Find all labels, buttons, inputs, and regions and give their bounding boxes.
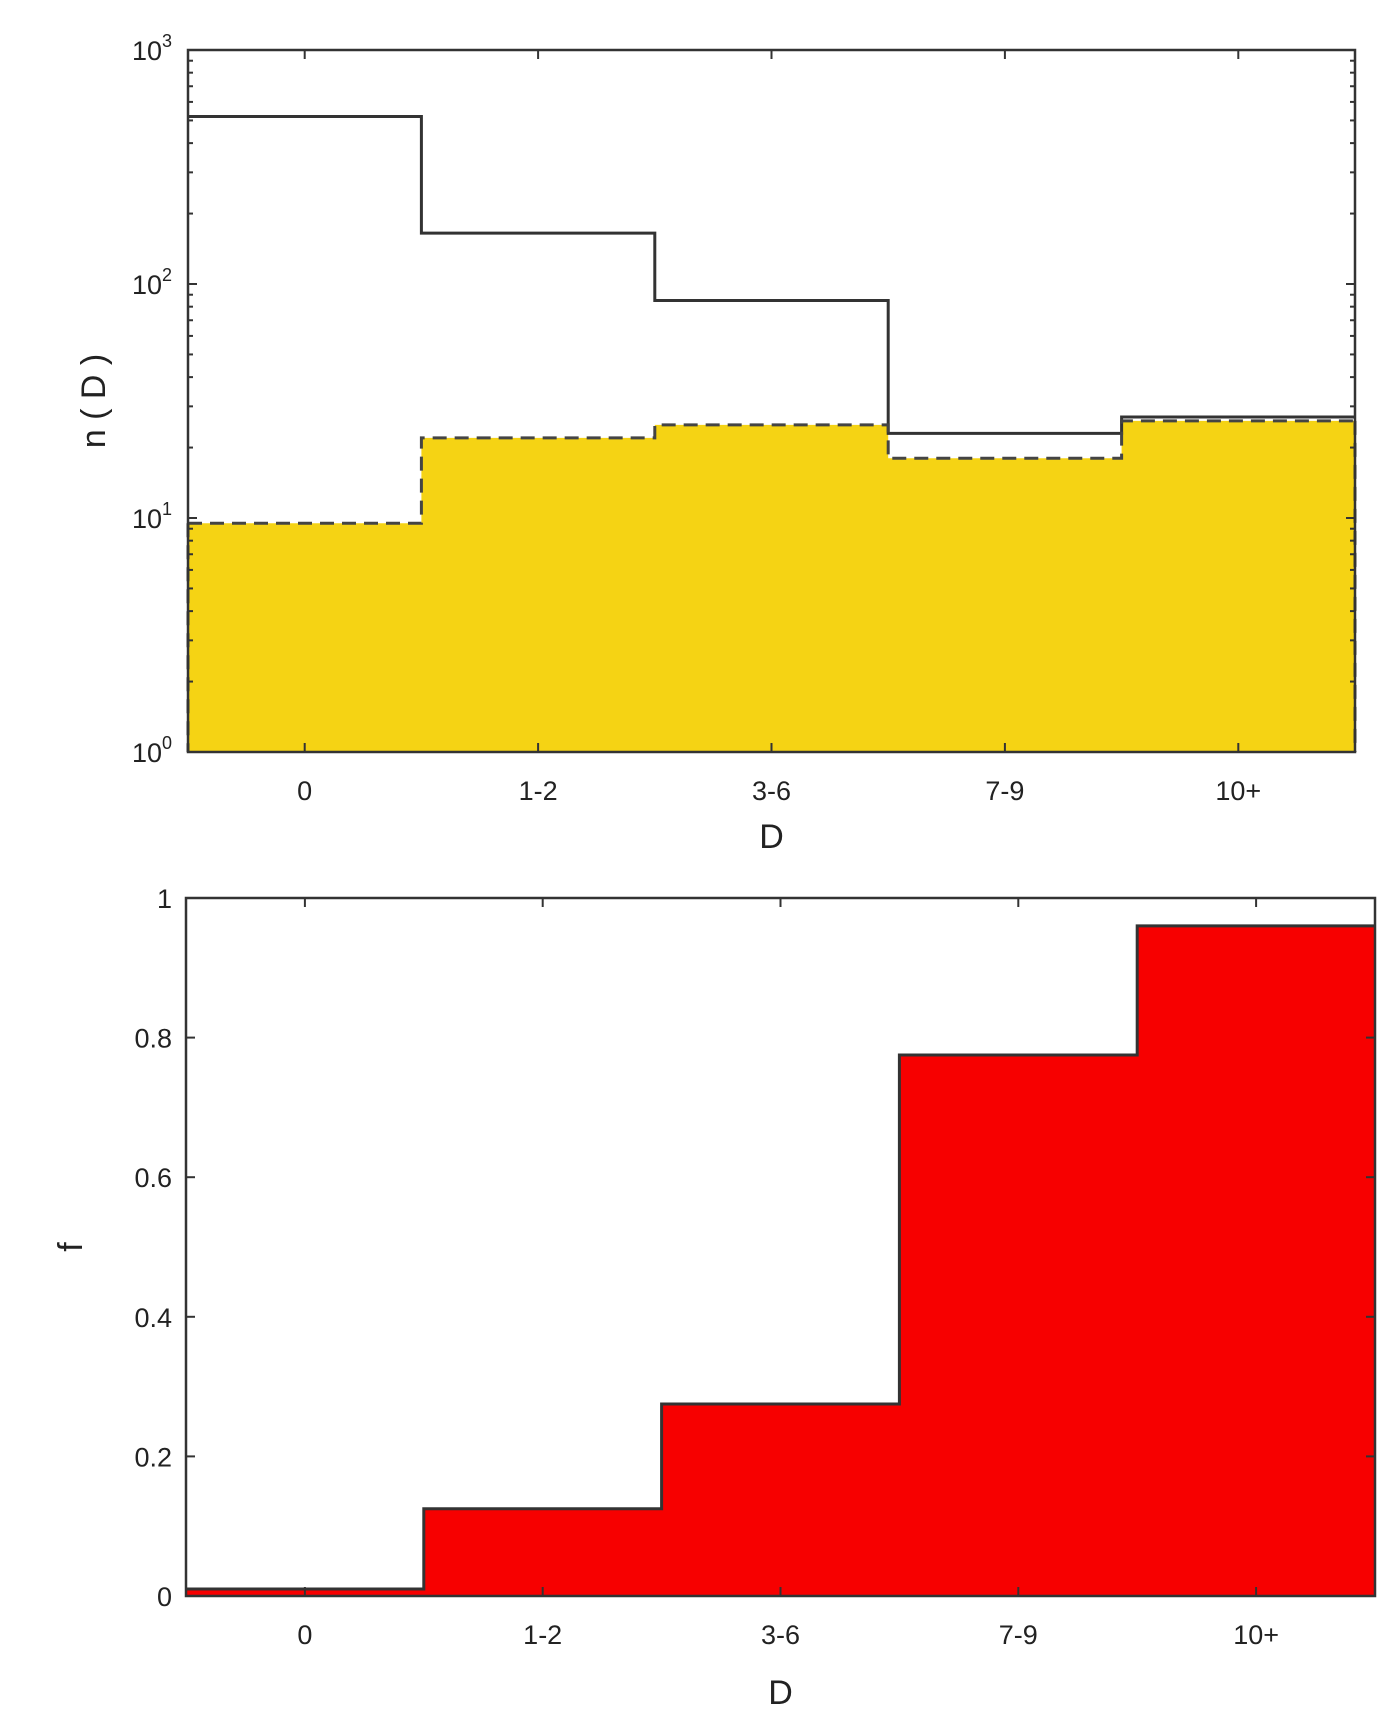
y-axis-label: f bbox=[52, 1242, 90, 1252]
y-tick-label: 1 bbox=[157, 884, 172, 914]
y-tick-label-exponent: 2 bbox=[162, 265, 172, 285]
y-tick-label: 100 bbox=[132, 733, 172, 768]
series-2-bar-0 bbox=[188, 523, 421, 752]
y-tick-label-base: 10 bbox=[132, 270, 162, 300]
x-axis-label: D bbox=[759, 818, 784, 856]
y-axis-label: n ( D ) bbox=[75, 354, 113, 448]
x-tick-label-7-9: 7-9 bbox=[999, 1620, 1038, 1650]
series-2-bar-1-2 bbox=[421, 438, 654, 752]
y-tick-label-exponent: 0 bbox=[162, 733, 172, 753]
series-1-outline bbox=[186, 924, 1375, 1591]
series-1-bar-1-2 bbox=[424, 1509, 662, 1596]
y-tick-label: 103 bbox=[132, 31, 172, 66]
series-1-bar-7-9 bbox=[899, 1055, 1137, 1596]
y-tick-label-base: 10 bbox=[132, 36, 162, 66]
y-tick-label: 0.6 bbox=[134, 1163, 172, 1193]
series-2-bar-3-6 bbox=[655, 425, 888, 752]
series-2-outline bbox=[188, 419, 1355, 525]
bottom-chart-f: 0 0.2 0.4 0.6 0.8 1 0 1-2 3-6 7-9 10+ Df bbox=[52, 884, 1377, 1712]
x-tick-label-0: 0 bbox=[297, 776, 312, 806]
y-tick-label: 0 bbox=[157, 1582, 172, 1612]
y-tick-label: 0.8 bbox=[134, 1024, 172, 1054]
x-tick-label-1-2: 1-2 bbox=[519, 776, 558, 806]
series-2-bar-7-9 bbox=[888, 458, 1121, 752]
x-tick-label-10+: 10+ bbox=[1233, 1620, 1279, 1650]
y-tick-label-base: 10 bbox=[132, 738, 162, 768]
x-tick-label-1-2: 1-2 bbox=[523, 1620, 562, 1650]
series-1-bar-3-6 bbox=[662, 1404, 900, 1596]
y-tick-label: 0.2 bbox=[134, 1442, 172, 1472]
x-tick-label-10+: 10+ bbox=[1215, 776, 1261, 806]
y-tick-label: 0.4 bbox=[134, 1303, 172, 1333]
series-1-fill bbox=[186, 925, 1375, 1596]
series-2-bar-10+ bbox=[1122, 421, 1355, 752]
x-tick-label-7-9: 7-9 bbox=[985, 776, 1024, 806]
x-tick-label-0: 0 bbox=[297, 1620, 312, 1650]
series-1-outline bbox=[188, 114, 1355, 435]
x-axis-label: D bbox=[768, 1674, 793, 1712]
y-tick-label-exponent: 1 bbox=[162, 499, 172, 519]
series-2-fill bbox=[188, 420, 1355, 752]
x-tick-label-3-6: 3-6 bbox=[761, 1620, 800, 1650]
y-tick-label-exponent: 3 bbox=[162, 31, 172, 51]
y-tick-label: 102 bbox=[132, 265, 172, 300]
y-tick-label: 101 bbox=[132, 499, 172, 534]
x-tick-label-3-6: 3-6 bbox=[752, 776, 791, 806]
y-tick-label-base: 10 bbox=[132, 504, 162, 534]
series-1-bar-10+ bbox=[1137, 926, 1375, 1596]
